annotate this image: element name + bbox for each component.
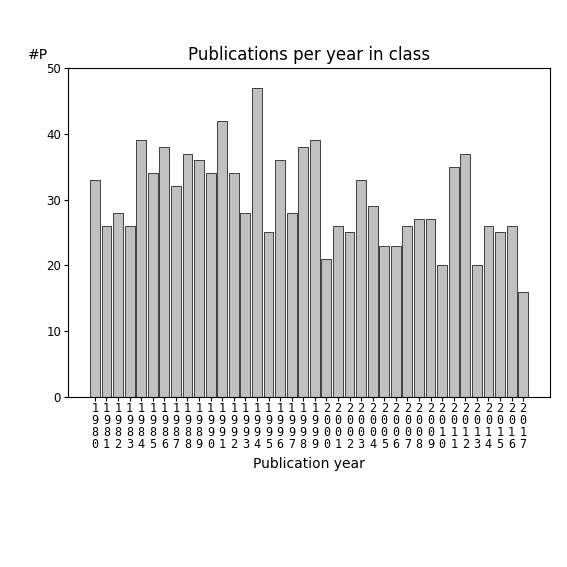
Bar <box>275 160 285 397</box>
Bar <box>113 213 123 397</box>
Bar <box>333 226 343 397</box>
Bar <box>310 141 320 397</box>
Bar <box>148 174 158 397</box>
Bar <box>368 206 378 397</box>
Bar <box>252 88 262 397</box>
Bar <box>391 246 401 397</box>
Text: #P: #P <box>28 48 48 62</box>
Bar <box>518 291 528 397</box>
Bar <box>298 147 308 397</box>
Bar <box>183 154 192 397</box>
Bar <box>437 265 447 397</box>
Bar <box>321 259 331 397</box>
Bar <box>507 226 517 397</box>
Bar <box>495 232 505 397</box>
Bar <box>449 167 459 397</box>
Bar <box>136 141 146 397</box>
Bar <box>90 180 100 397</box>
Bar <box>484 226 493 397</box>
X-axis label: Publication year: Publication year <box>253 457 365 471</box>
Bar <box>472 265 482 397</box>
Bar <box>403 226 412 397</box>
Bar <box>356 180 366 397</box>
Bar <box>217 121 227 397</box>
Bar <box>345 232 354 397</box>
Bar <box>101 226 111 397</box>
Bar <box>414 219 424 397</box>
Bar <box>229 174 239 397</box>
Bar <box>125 226 134 397</box>
Bar <box>206 174 215 397</box>
Bar <box>171 187 181 397</box>
Bar <box>460 154 470 397</box>
Bar <box>264 232 273 397</box>
Bar <box>379 246 389 397</box>
Bar <box>287 213 297 397</box>
Title: Publications per year in class: Publications per year in class <box>188 46 430 64</box>
Bar <box>240 213 250 397</box>
Bar <box>194 160 204 397</box>
Bar <box>159 147 169 397</box>
Bar <box>426 219 435 397</box>
